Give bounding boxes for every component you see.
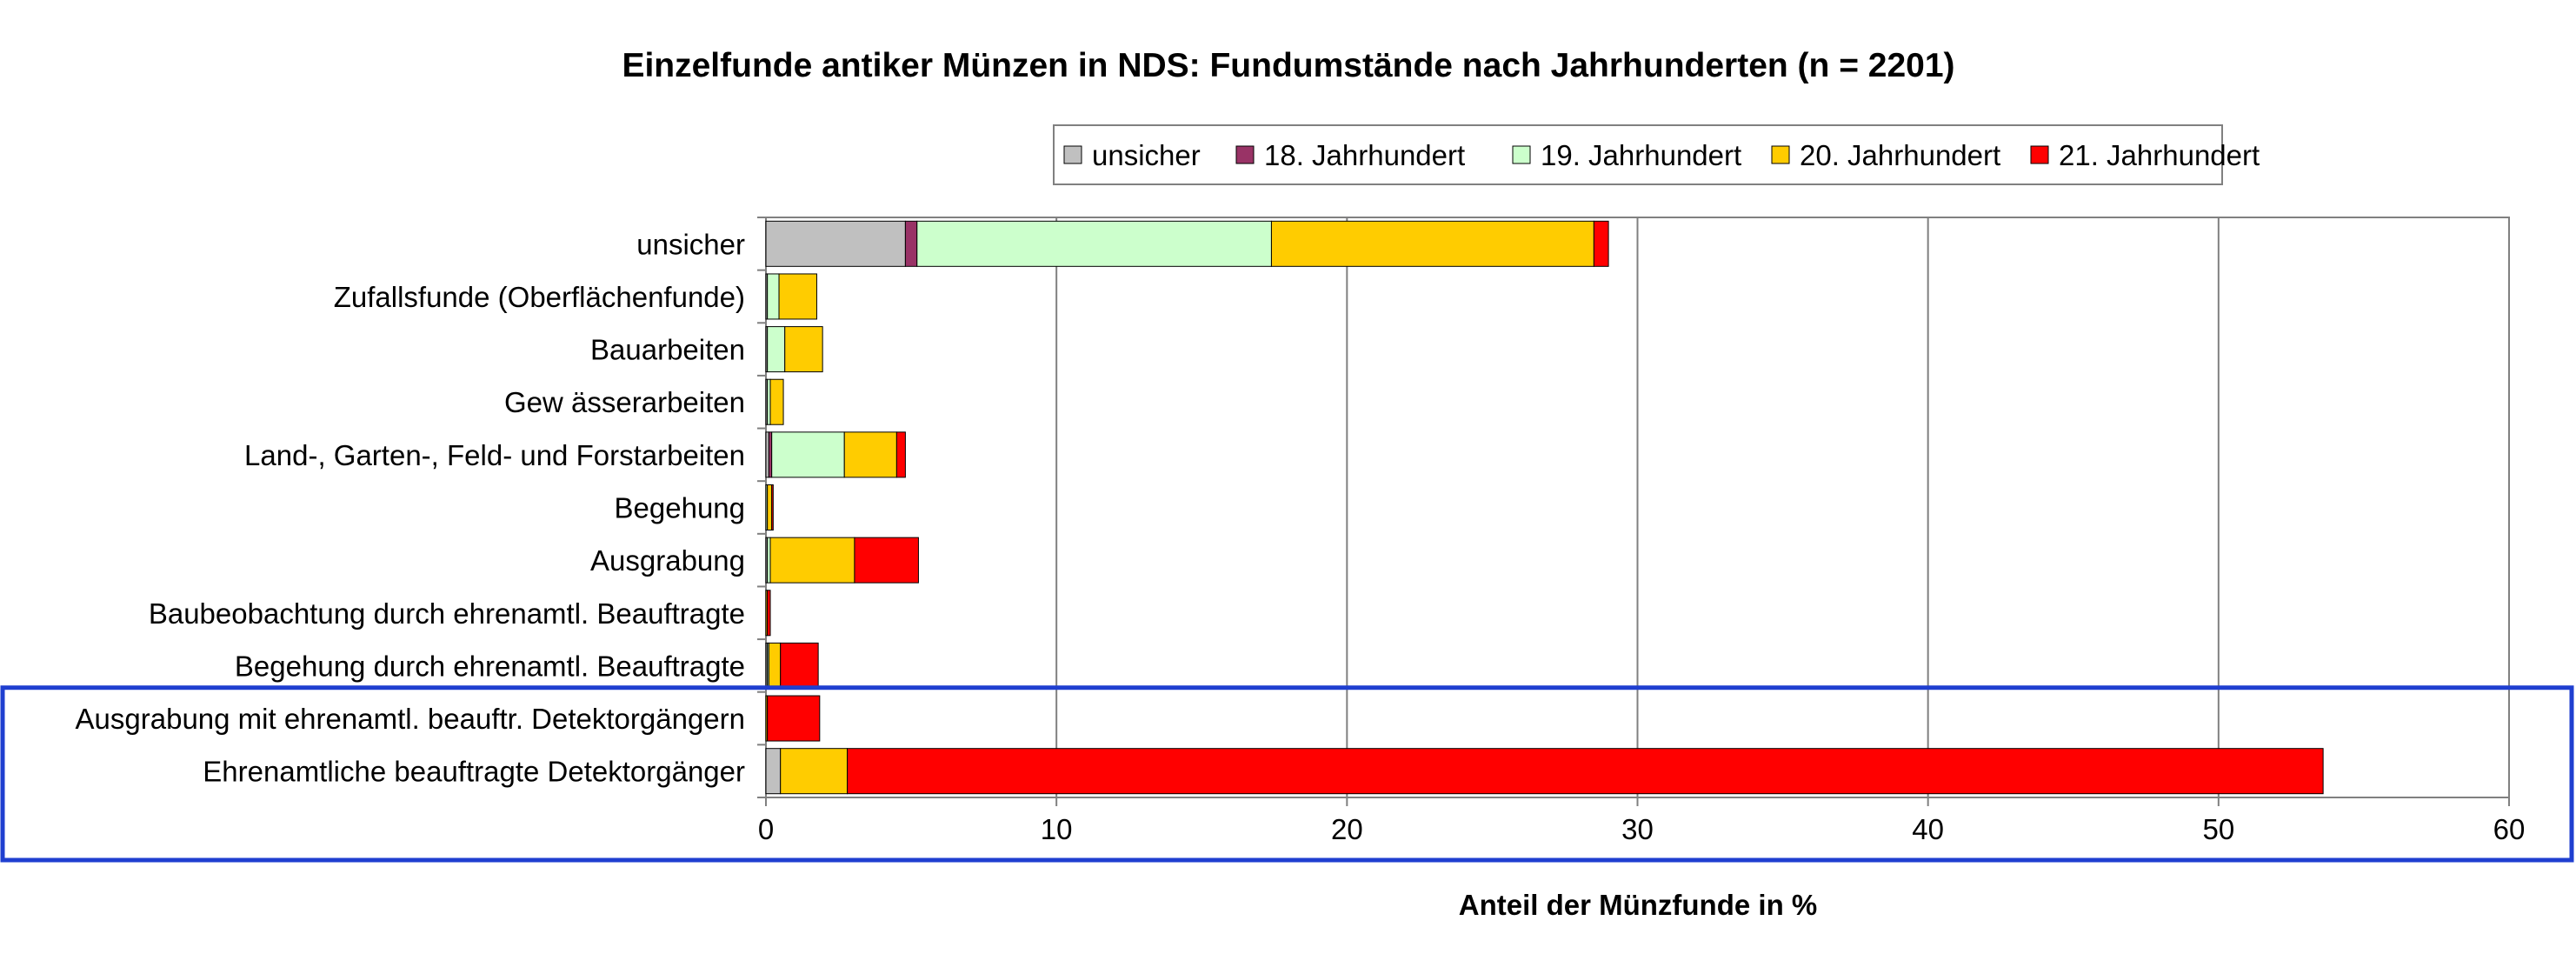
bar-segment bbox=[895, 431, 906, 478]
legend-label: 20. Jahrhundert bbox=[1800, 139, 2000, 171]
bar-segment bbox=[1593, 220, 1609, 267]
highlight-box bbox=[0, 685, 2574, 863]
legend-swatch bbox=[2030, 145, 2049, 164]
bar-segment bbox=[765, 748, 782, 795]
bar-segment bbox=[1270, 220, 1594, 267]
legend-label: 21. Jahrhundert bbox=[2059, 139, 2260, 171]
bar-segment bbox=[769, 378, 784, 425]
x-tick-label: 50 bbox=[2202, 813, 2234, 845]
bar-segment bbox=[767, 273, 780, 320]
legend-label: 18. Jahrhundert bbox=[1264, 139, 1465, 171]
bar-segment bbox=[767, 537, 771, 584]
bar-segment bbox=[904, 220, 918, 267]
category-label: Gew ässerarbeiten bbox=[504, 386, 745, 418]
legend: unsicher 18. Jahrhundert 19. Jahrhundert 20… bbox=[1053, 124, 2260, 185]
bar-segment bbox=[847, 748, 2324, 795]
x-tick-label: 0 bbox=[758, 813, 774, 845]
category-label: Ausgrabung bbox=[590, 544, 745, 577]
x-tick-label: 20 bbox=[1331, 813, 1363, 845]
x-axis-label: Anteil der Münzfunde in % bbox=[1459, 889, 1817, 921]
chart-title: Einzelfunde antiker Münzen in NDS: Fundu… bbox=[622, 47, 1954, 84]
x-tick-label: 60 bbox=[2493, 813, 2526, 845]
legend-label: 19. Jahrhundert bbox=[1541, 139, 1741, 171]
category-label: Ausgrabung mit ehrenamtl. beauftr. Detek… bbox=[76, 703, 745, 735]
legend-swatch bbox=[1063, 145, 1082, 164]
bar-segment bbox=[771, 431, 845, 478]
bar-segment bbox=[767, 695, 821, 742]
category-label: Zufallsfunde (Oberflächenfunde) bbox=[334, 281, 745, 313]
x-tick-label: 30 bbox=[1621, 813, 1654, 845]
bar-segment bbox=[778, 273, 817, 320]
bar-segment bbox=[767, 590, 771, 637]
bar-segment bbox=[854, 537, 919, 584]
bar-segment bbox=[767, 326, 786, 373]
bar-segment bbox=[767, 378, 771, 425]
category-label: Ehrenamtliche beauftragte Detektorgänger bbox=[203, 756, 745, 788]
bar-segment bbox=[768, 431, 773, 478]
x-tick-label: 40 bbox=[1912, 813, 1944, 845]
legend-swatch bbox=[1235, 145, 1255, 164]
bar-segment bbox=[765, 220, 906, 267]
category-label: Bauarbeiten bbox=[590, 334, 745, 366]
bar-segment bbox=[768, 642, 782, 689]
category-label: Baubeobachtung durch ehrenamtl. Beauftra… bbox=[149, 597, 745, 630]
bar-segment bbox=[767, 484, 773, 530]
x-tick-label: 10 bbox=[1041, 813, 1073, 845]
bar-segment bbox=[780, 748, 849, 795]
bar-segment bbox=[916, 220, 1272, 267]
legend-swatch bbox=[1512, 145, 1531, 164]
plot-area: 0 10 20 30 40 50 60 unsicher Zufallsfunde (Oberf… bbox=[0, 217, 2574, 863]
bar-segment bbox=[784, 326, 823, 373]
bar-segment bbox=[769, 537, 855, 584]
bar-segment bbox=[843, 431, 897, 478]
category-label: Begehung durch ehrenamtl. Beauftragte bbox=[235, 650, 745, 682]
category-label: Land-, Garten-, Feld- und Forstarbeiten bbox=[244, 439, 745, 471]
category-label: Begehung bbox=[615, 492, 745, 524]
category-label: unsicher bbox=[636, 228, 745, 260]
bar-segment bbox=[780, 642, 819, 689]
legend-swatch bbox=[1771, 145, 1790, 164]
bar-segment bbox=[771, 484, 774, 530]
legend-label: unsicher bbox=[1092, 139, 1201, 171]
bar-segment bbox=[765, 431, 769, 478]
